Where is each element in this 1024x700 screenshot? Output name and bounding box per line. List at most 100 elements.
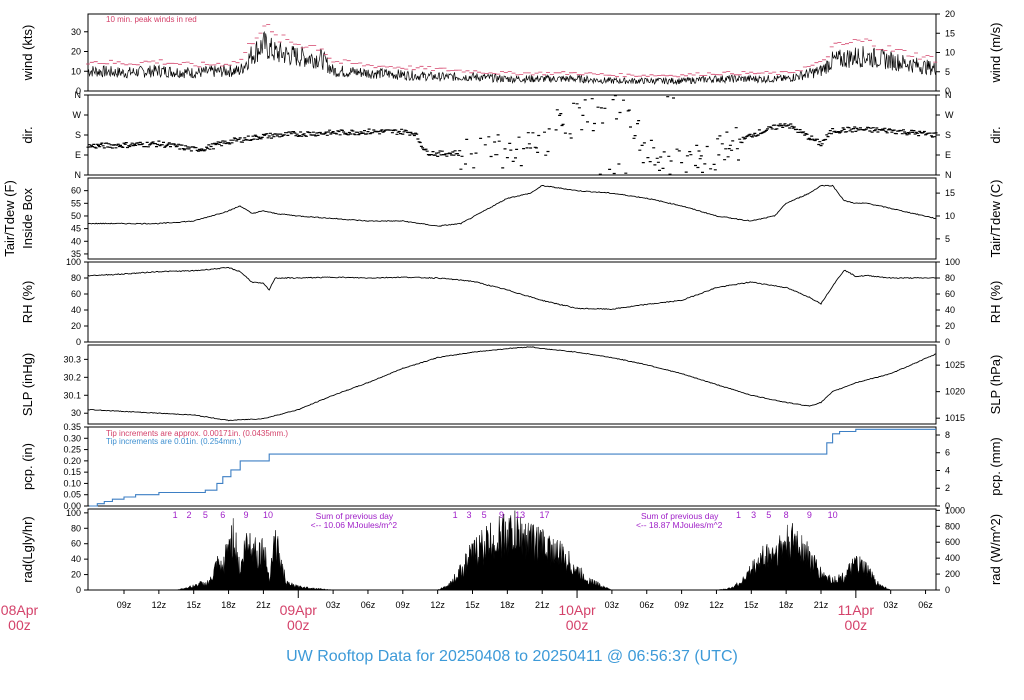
rad-hour-marker: 1 xyxy=(453,510,458,520)
series-precipitation xyxy=(89,428,936,507)
ytick-label-wind: 30 xyxy=(71,27,81,37)
ytick-label-rad: 80 xyxy=(71,523,81,533)
ytick2-label-rh: 20 xyxy=(945,321,955,331)
xtick-label: 12z xyxy=(430,600,445,610)
ylabel-rad: rad(Lgly/hr) xyxy=(20,516,35,582)
ytick2-label-dir: W xyxy=(945,110,954,120)
ytick2-label-temp: 10 xyxy=(945,211,955,221)
ytick2-label-wind: 10 xyxy=(945,48,955,58)
rad-hour-marker: 10 xyxy=(263,510,273,520)
ylabel-rh: RH (%) xyxy=(20,281,35,324)
ytick-label-pcp: 0.30 xyxy=(63,433,81,443)
rad-hour-marker: 8 xyxy=(784,510,789,520)
panel-frame-dir xyxy=(87,94,937,176)
date-label: 10Apr xyxy=(558,602,596,618)
ytick2-label-pcp: 4 xyxy=(945,465,950,475)
rad-hour-marker: 1 xyxy=(736,510,741,520)
ytick-label-rad: 60 xyxy=(71,539,81,549)
ytick2-label-rad: 400 xyxy=(945,553,960,563)
panel-frame-temp xyxy=(87,177,937,260)
ytick-label-rh: 20 xyxy=(71,321,81,331)
ytick2-label-wind: 0 xyxy=(945,86,950,96)
ytick-label-pcp: 0.05 xyxy=(63,490,81,500)
ytick2-label-dir: N xyxy=(945,170,952,180)
rad-hour-marker: 6 xyxy=(220,510,225,520)
ytick-label-rh: 60 xyxy=(71,289,81,299)
ytick-label-temp: 50 xyxy=(71,211,81,221)
rad-sum-note-1-line2: <-- 18.87 MJoules/m^2 xyxy=(636,520,723,530)
ylabel2-slp: SLP (hPa) xyxy=(988,355,1003,415)
xtick-label: 15z xyxy=(744,600,759,610)
ytick-label-rh: 100 xyxy=(66,257,81,267)
rad-hour-marker: 5 xyxy=(203,510,208,520)
ytick-label-slp: 30 xyxy=(71,408,81,418)
ylabel-dir: dir. xyxy=(20,126,35,143)
series-wind xyxy=(87,30,936,86)
rad-hour-marker: 5 xyxy=(482,510,487,520)
ytick-label-slp: 30.1 xyxy=(63,390,81,400)
ylabel2-rad: rad (W/m^2) xyxy=(988,514,1003,585)
ytick2-label-wind: 20 xyxy=(945,9,955,19)
ylabel-extra-temp: Inside Box xyxy=(20,188,35,249)
panel-frame-rh xyxy=(87,261,937,343)
ytick-label-temp: 55 xyxy=(71,198,81,208)
ylabel-wind: wind (kts) xyxy=(20,25,35,82)
ytick2-label-pcp: 6 xyxy=(945,448,950,458)
rad-hour-marker: 5 xyxy=(766,510,771,520)
ytick2-label-rad: 800 xyxy=(945,521,960,531)
ytick2-label-dir: E xyxy=(945,150,951,160)
ylabel2-temp: Tair/Tdew (C) xyxy=(988,179,1003,257)
ytick2-label-slp: 1020 xyxy=(945,387,965,397)
ytick-label-pcp: 0.10 xyxy=(63,478,81,488)
ytick-label-rh: 0 xyxy=(76,337,81,347)
panel-frame-slp xyxy=(87,344,937,425)
ytick2-label-rh: 100 xyxy=(945,257,960,267)
rad-hour-marker: 3 xyxy=(467,510,472,520)
ytick-label-dir: S xyxy=(75,130,81,140)
ytick-label-pcp: 0.15 xyxy=(63,467,81,477)
ytick-label-slp: 30.3 xyxy=(63,354,81,364)
rad-hour-marker: 2 xyxy=(187,510,192,520)
xtick-label: 09z xyxy=(396,600,411,610)
series-group-pcp xyxy=(89,428,936,507)
panel-frame-pcp xyxy=(87,426,937,507)
rad-hour-marker: 9 xyxy=(499,510,504,520)
ytick2-label-rh: 40 xyxy=(945,305,955,315)
series-peak-winds xyxy=(86,24,938,78)
ytick2-label-rh: 60 xyxy=(945,289,955,299)
date-label: 11Apr xyxy=(838,602,875,618)
ytick2-label-dir: N xyxy=(945,90,952,100)
ytick-label-pcp: 0.35 xyxy=(63,422,81,432)
xtick-label: 03z xyxy=(326,600,341,610)
series-group-temp xyxy=(87,184,937,227)
ytick2-label-rad: 1000 xyxy=(945,505,965,515)
rad-hour-marker: 13 xyxy=(515,510,525,520)
series-group-slp xyxy=(87,346,937,422)
rad-sum-note-0-line2: <-- 10.06 MJoules/m^2 xyxy=(311,520,398,530)
ytick2-label-wind: 15 xyxy=(945,28,955,38)
ytick-label-pcp: 0.20 xyxy=(63,456,81,466)
ytick-label-temp: 35 xyxy=(71,249,81,259)
series-radiation xyxy=(88,510,936,591)
ytick-label-temp: 40 xyxy=(71,236,81,246)
ytick2-label-slp: 1015 xyxy=(945,413,965,423)
series-rh xyxy=(87,266,937,310)
xtick-label: 06z xyxy=(918,600,933,610)
ytick-label-dir: W xyxy=(73,110,82,120)
xtick-label: 18z xyxy=(221,600,236,610)
ylabel2-pcp: pcp. (mm) xyxy=(988,437,1003,496)
rad-sum-note-1-line1: Sum of previous day xyxy=(641,511,719,521)
ytick-label-pcp: 0.00 xyxy=(63,501,81,511)
xtick-label: 06z xyxy=(639,600,654,610)
ytick-label-rh: 40 xyxy=(71,305,81,315)
ylabel2-dir: dir. xyxy=(988,126,1003,143)
xtick-label: 21z xyxy=(814,600,829,610)
ytick2-label-rad: 200 xyxy=(945,569,960,579)
rad-hour-marker: 3 xyxy=(751,510,756,520)
ytick-label-temp: 45 xyxy=(71,224,81,234)
xtick-label: 15z xyxy=(465,600,480,610)
ytick2-label-temp: 15 xyxy=(945,188,955,198)
ytick-label-slp: 30.2 xyxy=(63,372,81,382)
xtick-label: 12z xyxy=(152,600,167,610)
